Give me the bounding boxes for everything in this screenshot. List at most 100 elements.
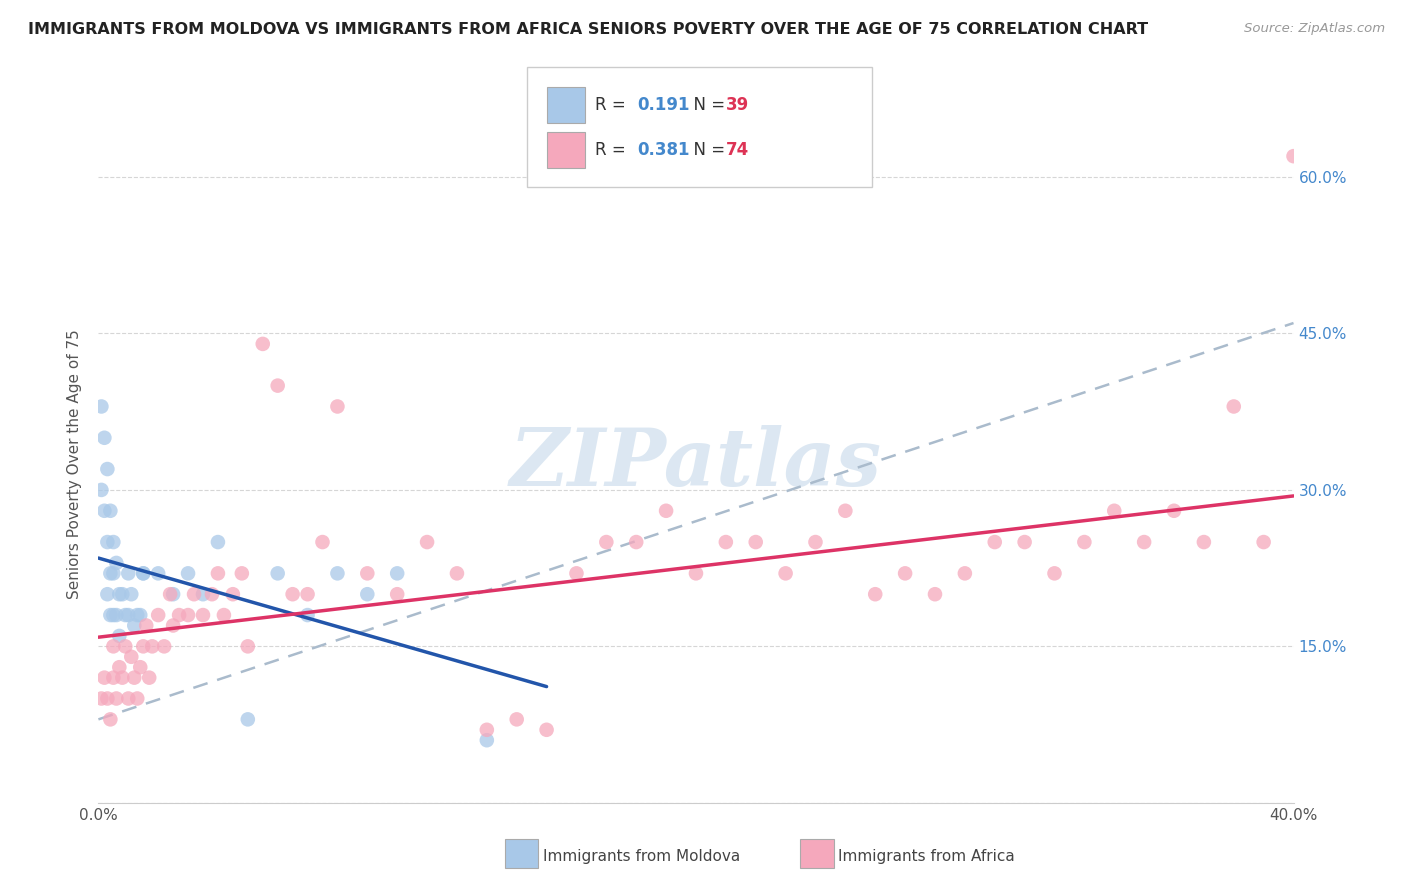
- Text: ZIPatlas: ZIPatlas: [510, 425, 882, 502]
- Point: [894, 566, 917, 581]
- Point: [93, 504, 115, 518]
- Point: [1282, 149, 1305, 163]
- Point: [231, 566, 253, 581]
- Point: [117, 691, 139, 706]
- Point: [385, 566, 409, 581]
- Point: [267, 378, 290, 392]
- Point: [207, 566, 229, 581]
- Text: Source: ZipAtlas.com: Source: ZipAtlas.com: [1244, 22, 1385, 36]
- Point: [167, 608, 190, 623]
- Point: [114, 640, 136, 654]
- Point: [117, 566, 139, 581]
- Point: [236, 640, 259, 654]
- Point: [177, 566, 200, 581]
- Point: [114, 608, 136, 623]
- Point: [356, 566, 378, 581]
- Point: [834, 504, 856, 518]
- Point: [105, 556, 128, 570]
- Point: [103, 640, 125, 654]
- Point: [385, 587, 409, 601]
- Point: [191, 587, 214, 601]
- Point: [1343, 712, 1365, 726]
- Point: [108, 587, 131, 601]
- Point: [124, 618, 146, 632]
- Point: [311, 535, 333, 549]
- Text: Immigrants from Moldova: Immigrants from Moldova: [543, 849, 740, 863]
- Point: [117, 608, 139, 623]
- Point: [138, 671, 160, 685]
- Text: 0.381: 0.381: [637, 141, 689, 159]
- Point: [207, 535, 229, 549]
- Point: [108, 660, 131, 674]
- Point: [111, 671, 134, 685]
- Point: [953, 566, 976, 581]
- Point: [626, 535, 648, 549]
- Point: [148, 608, 170, 623]
- Point: [267, 566, 290, 581]
- Point: [103, 535, 125, 549]
- Text: IMMIGRANTS FROM MOLDOVA VS IMMIGRANTS FROM AFRICA SENIORS POVERTY OVER THE AGE O: IMMIGRANTS FROM MOLDOVA VS IMMIGRANTS FR…: [28, 22, 1149, 37]
- Point: [984, 535, 1007, 549]
- Text: N =: N =: [683, 141, 731, 159]
- Text: N =: N =: [683, 96, 731, 114]
- Point: [326, 566, 349, 581]
- Text: 0.191: 0.191: [637, 96, 689, 114]
- Point: [281, 587, 304, 601]
- Point: [135, 618, 157, 632]
- Point: [93, 431, 115, 445]
- Point: [127, 691, 149, 706]
- Point: [100, 566, 122, 581]
- Point: [924, 587, 946, 601]
- Point: [177, 608, 200, 623]
- Point: [201, 587, 224, 601]
- Point: [93, 671, 115, 685]
- Point: [90, 483, 112, 497]
- Point: [148, 566, 170, 581]
- Point: [326, 400, 349, 414]
- Text: 74: 74: [725, 141, 749, 159]
- Point: [1253, 535, 1275, 549]
- Point: [506, 712, 529, 726]
- Point: [108, 629, 131, 643]
- Point: [865, 587, 887, 601]
- Point: [297, 608, 319, 623]
- Point: [1223, 400, 1246, 414]
- Point: [685, 566, 707, 581]
- Point: [191, 608, 214, 623]
- Point: [159, 587, 181, 601]
- Point: [1192, 535, 1215, 549]
- Point: [132, 640, 155, 654]
- Point: [103, 566, 125, 581]
- Y-axis label: Seniors Poverty Over the Age of 75: Seniors Poverty Over the Age of 75: [67, 329, 83, 599]
- Point: [100, 712, 122, 726]
- Point: [1133, 535, 1156, 549]
- Point: [132, 566, 155, 581]
- Point: [212, 608, 235, 623]
- Point: [153, 640, 176, 654]
- Point: [183, 587, 205, 601]
- Point: [162, 618, 184, 632]
- Point: [96, 535, 118, 549]
- Point: [475, 723, 498, 737]
- Point: [1372, 400, 1395, 414]
- Point: [96, 691, 118, 706]
- Point: [446, 566, 468, 581]
- Point: [804, 535, 827, 549]
- Point: [356, 587, 378, 601]
- Text: 39: 39: [725, 96, 749, 114]
- Point: [103, 608, 125, 623]
- Point: [105, 691, 128, 706]
- Point: [103, 671, 125, 685]
- Point: [536, 723, 558, 737]
- Point: [100, 504, 122, 518]
- Point: [120, 649, 142, 664]
- Point: [90, 400, 112, 414]
- Point: [252, 337, 274, 351]
- Point: [745, 535, 768, 549]
- Point: [714, 535, 737, 549]
- Point: [595, 535, 617, 549]
- Point: [1163, 504, 1185, 518]
- Point: [105, 608, 128, 623]
- Point: [127, 608, 149, 623]
- Point: [655, 504, 678, 518]
